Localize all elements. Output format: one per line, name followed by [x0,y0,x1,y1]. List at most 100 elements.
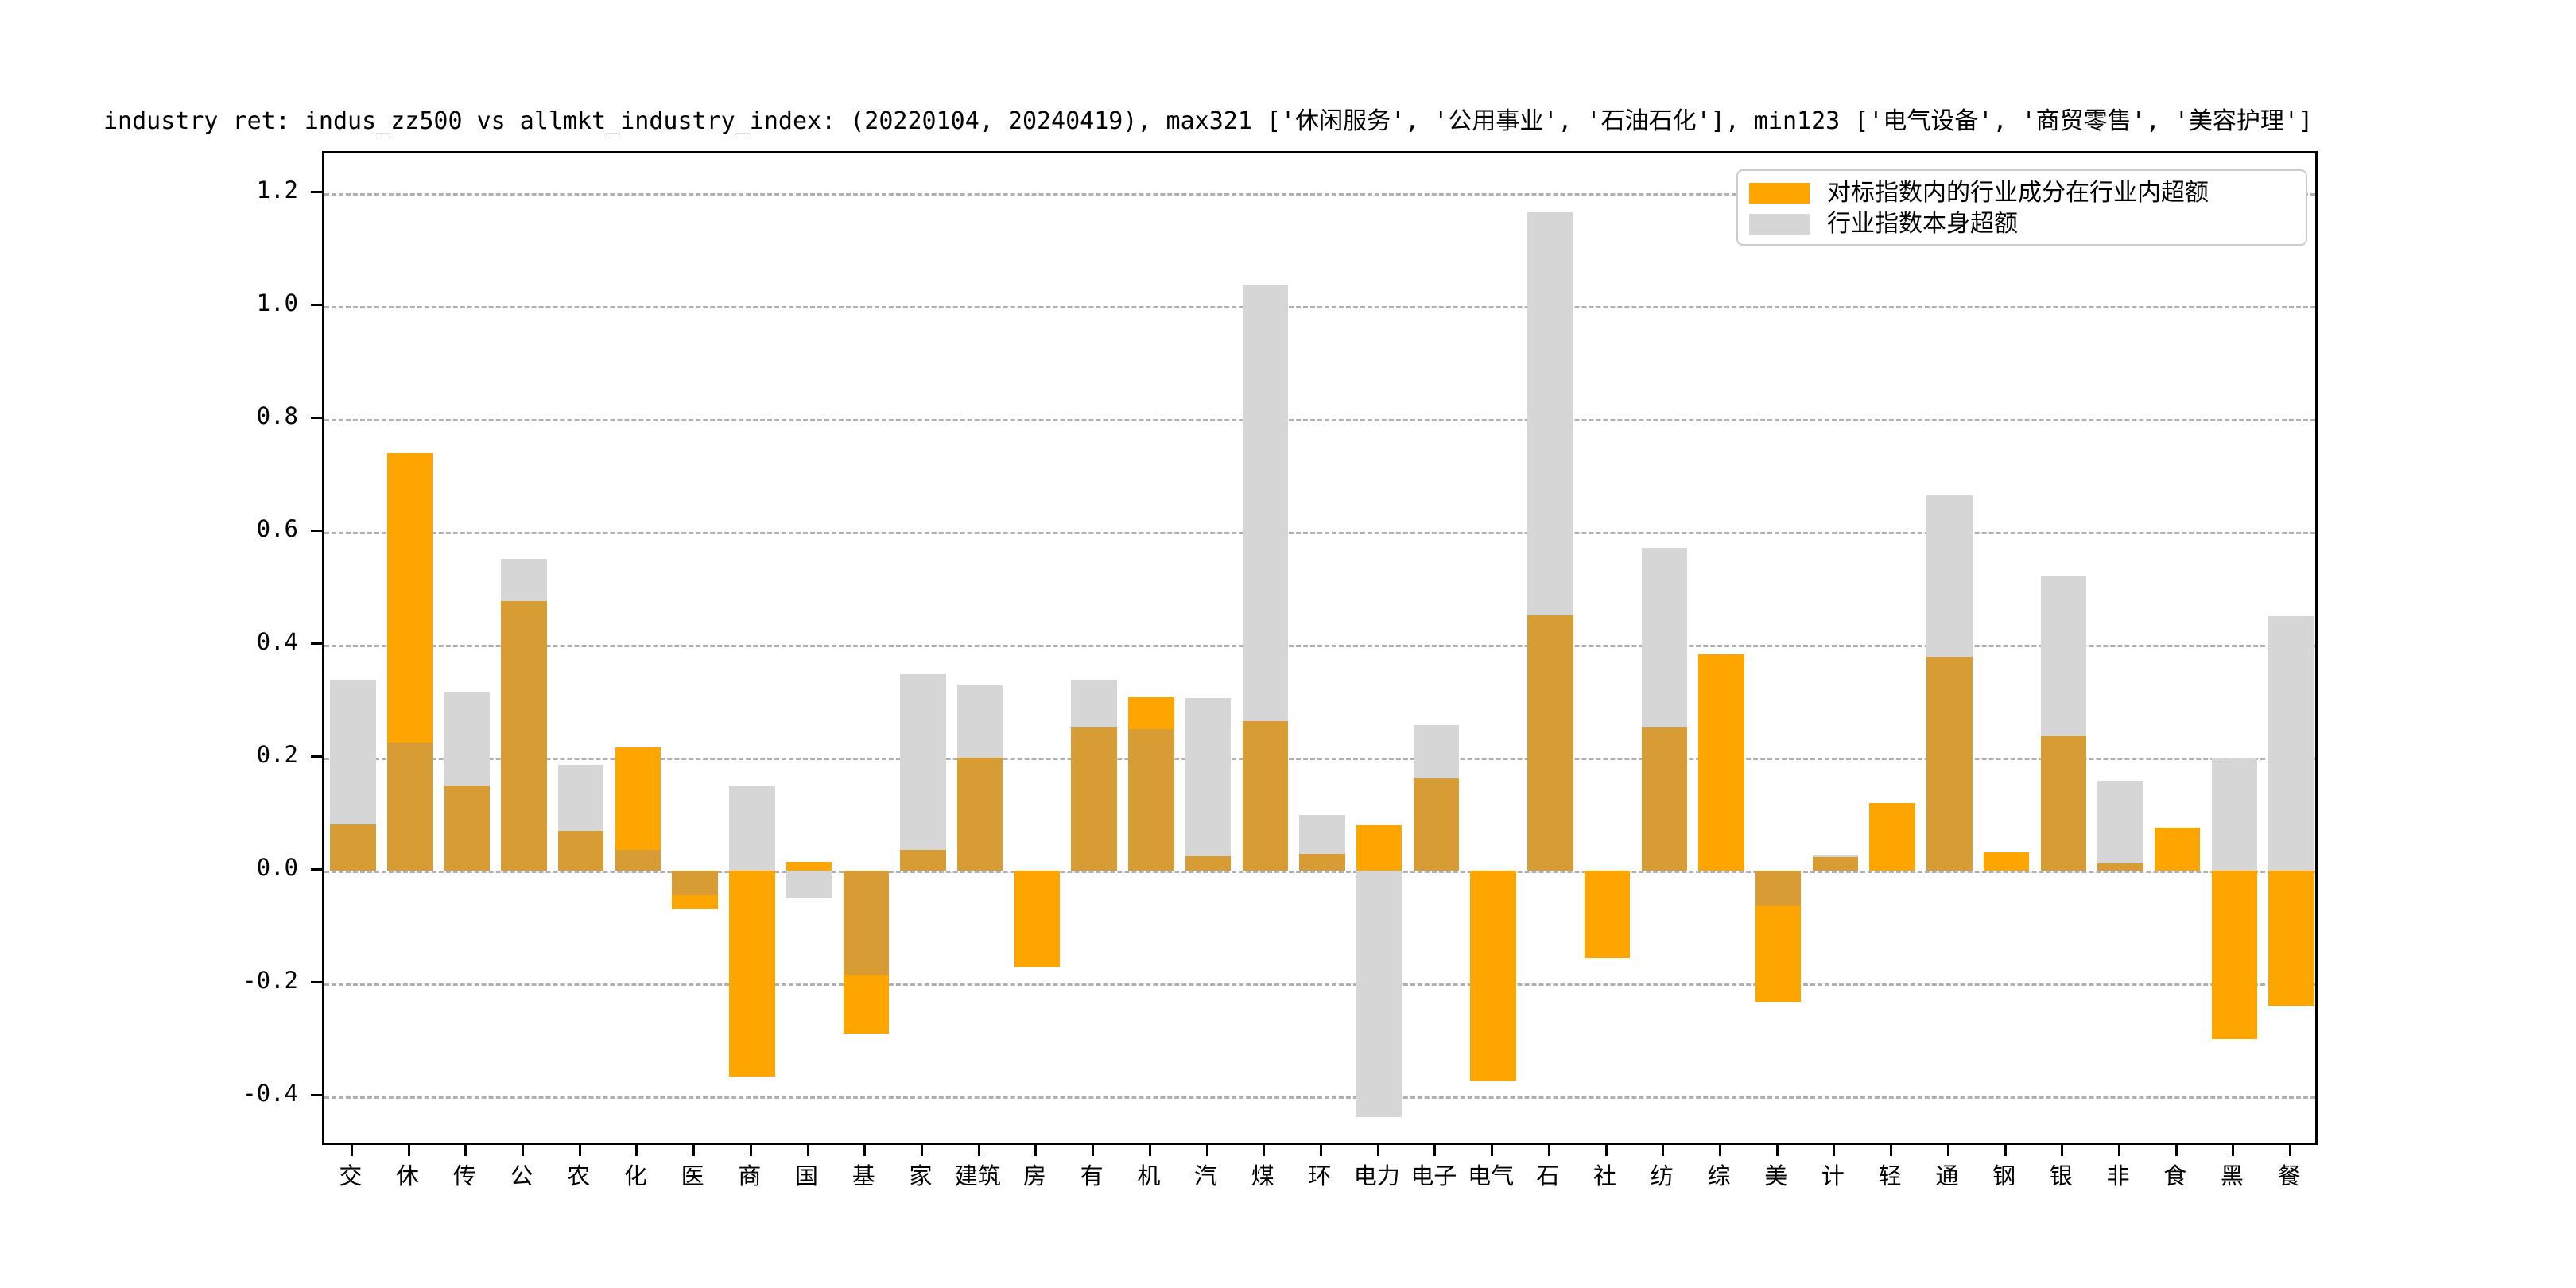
plot-area [322,151,2318,1145]
bar-orange-segment [1698,654,1744,871]
x-tick-mark [522,1145,524,1156]
bar-gray-segment [1527,211,1573,615]
x-tick-mark [1263,1145,1266,1156]
bar-orange-segment [1014,870,1061,967]
x-tick-mark [350,1145,353,1156]
bar-orange-segment [2211,870,2258,1040]
x-tick-mark [1148,1145,1151,1156]
bar-orange-segment [672,895,718,910]
bar-overlap-segment [501,601,547,871]
bar-overlap-segment [1071,727,1117,871]
y-tick-mark [311,190,322,193]
x-tick-mark [863,1145,867,1156]
y-tick-mark [311,416,322,419]
bar-orange-segment [729,870,775,1077]
x-tick-mark [977,1145,980,1156]
bar-gray-segment [1299,815,1345,854]
x-tick-label: 农 [567,1162,591,1189]
x-tick-label: 环 [1308,1162,1332,1189]
bar-orange-segment [1755,906,1802,1002]
gridline [324,418,2315,421]
y-tick-label: 0.8 [256,402,298,429]
legend-item-orange: 对标指数内的行业成分在行业内超额 [1749,177,2295,208]
x-tick-label: 国 [795,1162,819,1189]
bar-overlap-segment [558,831,604,871]
bar-overlap-segment [672,870,718,896]
legend-item-gray: 行业指数本身超额 [1749,208,2295,239]
bar-orange-segment [386,453,433,743]
x-tick-mark [1205,1145,1208,1156]
gridline [324,983,2315,987]
y-tick-label: 1.0 [256,289,298,316]
bar-overlap-segment [843,870,889,976]
x-tick-mark [2061,1145,2064,1156]
x-tick-label: 计 [1821,1162,1845,1189]
y-tick-mark [311,303,322,306]
legend-label-orange: 对标指数内的行业成分在行业内超额 [1827,178,2209,207]
y-tick-mark [311,981,322,984]
bar-overlap-segment [386,743,433,871]
x-tick-label: 非 [2106,1162,2130,1189]
bar-gray-segment [957,684,1003,758]
x-tick-label: 纺 [1650,1162,1674,1189]
x-tick-mark [1491,1145,1494,1156]
bar-overlap-segment [2040,735,2086,871]
x-tick-label: 食 [2163,1162,2187,1189]
x-tick-mark [692,1145,696,1156]
x-tick-mark [2118,1145,2120,1156]
x-tick-mark [1433,1145,1437,1156]
bar-orange-segment [1584,870,1631,959]
x-tick-mark [749,1145,752,1156]
bar-gray-segment [2040,576,2086,736]
x-tick-mark [1833,1145,1836,1156]
bar-gray-segment [1071,679,1117,728]
bar-gray-segment [1413,724,1460,779]
bar-overlap-segment [2097,863,2143,871]
bar-overlap-segment [1812,856,1859,871]
bar-orange-segment [843,975,889,1034]
bar-gray-segment [900,673,946,851]
legend-swatch-gray-icon [1749,213,1810,235]
x-tick-mark [464,1145,467,1156]
x-tick-label: 煤 [1251,1162,1274,1189]
bar-gray-segment [2268,616,2314,871]
x-tick-label: 交 [339,1162,363,1189]
bar-overlap-segment [1128,728,1174,871]
bar-gray-segment [1641,548,1687,727]
x-tick-label: 轻 [1878,1162,1902,1189]
y-tick-label: -0.2 [242,967,298,995]
x-tick-label: 公 [510,1162,533,1189]
x-tick-mark [578,1145,581,1156]
x-tick-label: 医 [681,1162,704,1189]
x-tick-label: 电力 [1353,1162,1400,1189]
bar-orange-segment [1869,803,1915,871]
bar-gray-segment [2097,781,2143,863]
gridline [324,644,2315,647]
bar-gray-segment [1926,495,1973,657]
x-tick-label: 休 [396,1162,420,1189]
chart-title: industry ret: indus_zz500 vs allmkt_indu… [103,107,2314,135]
x-tick-mark [2289,1145,2292,1156]
x-tick-label: 电气 [1468,1162,1515,1189]
x-tick-mark [1946,1145,1949,1156]
x-tick-label: 有 [1080,1162,1104,1189]
x-tick-label: 通 [1935,1162,1959,1189]
x-tick-label: 机 [1137,1162,1161,1189]
bar-overlap-segment [1527,615,1573,871]
x-tick-mark [1092,1145,1095,1156]
x-tick-label: 建筑 [954,1162,1001,1189]
x-tick-mark [1775,1145,1779,1156]
bar-gray-segment [330,679,376,824]
bar-gray-segment [729,786,775,871]
bar-overlap-segment [1926,656,1973,871]
x-tick-mark [1320,1145,1322,1156]
x-tick-label: 房 [1022,1162,1046,1189]
gridline [324,531,2315,534]
gridline [324,1096,2315,1100]
x-tick-mark [1662,1145,1665,1156]
x-tick-mark [2004,1145,2007,1156]
bar-gray-segment [786,870,832,898]
x-tick-label: 餐 [2277,1162,2301,1189]
bar-overlap-segment [1242,721,1288,871]
